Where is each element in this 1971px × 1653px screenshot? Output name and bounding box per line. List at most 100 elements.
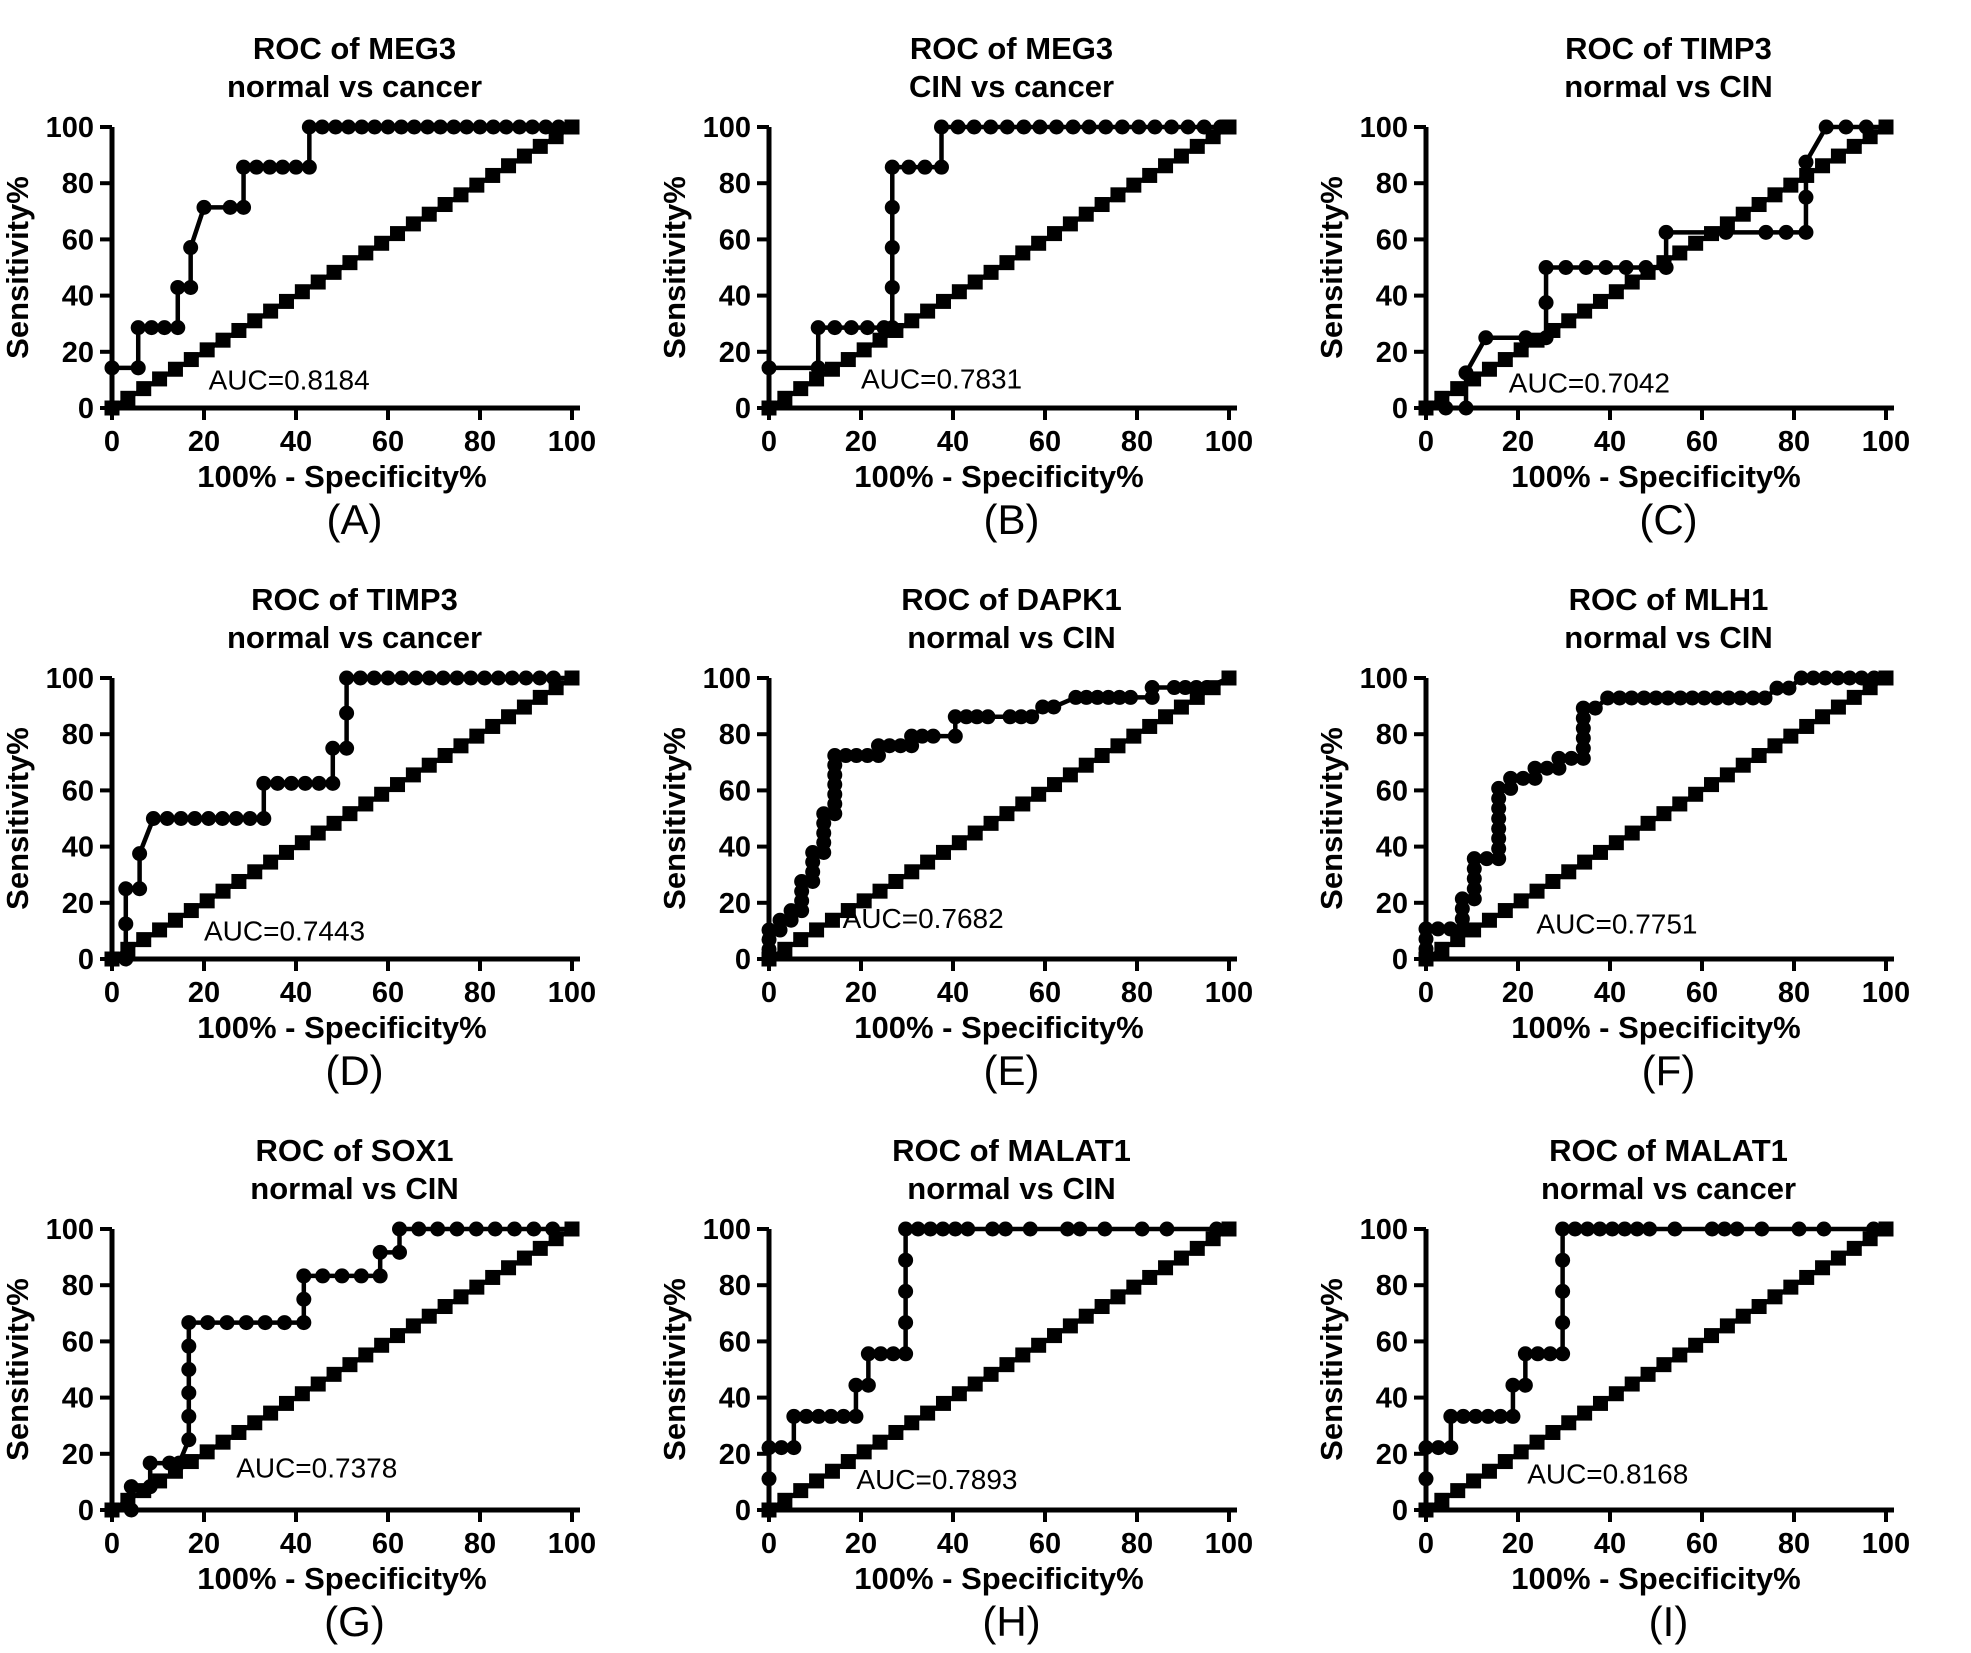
reference-point-marker [793,932,809,948]
roc-point-marker [904,728,920,744]
chart-title: ROC of MEG3 CIN vs cancer [857,0,1114,115]
roc-point-marker [214,811,230,826]
chart-title-line1: ROC of MALAT1 [1549,1133,1788,1168]
roc-point-marker [1454,891,1470,907]
reference-point-marker [310,825,326,841]
roc-point-marker [1418,400,1434,416]
roc-panel-c: ROC of TIMP3 normal vs CIN 0 20 40 60 80 100 0… [1314,0,1971,551]
roc-point-marker [1842,670,1858,686]
reference-point-marker [421,206,437,222]
roc-point-marker [1555,1283,1571,1299]
roc-point-marker [1035,699,1051,715]
roc-point-marker [884,279,900,295]
roc-point-marker [1517,1377,1533,1393]
roc-point-marker [838,748,854,764]
reference-point-marker [1189,138,1205,154]
roc-point-marker [270,775,286,791]
roc-point-marker [277,1315,292,1331]
x-tick-label: 60 [372,1528,404,1560]
reference-point-marker [1767,187,1783,203]
reference-point-marker [1062,1318,1078,1334]
y-tick-label: 100 [703,115,751,144]
reference-point-marker [904,1415,920,1431]
roc-point-marker [1418,1440,1434,1456]
x-tick-label: 40 [280,426,312,458]
roc-point-marker [1530,1346,1546,1362]
x-axis-label: 100% - Specificity% [854,1561,1143,1596]
roc-point-marker [512,119,528,135]
roc-point-marker [1579,1221,1595,1237]
roc-point-marker [181,1315,197,1331]
roc-point-marker [1024,709,1040,725]
x-tick-label: 40 [937,426,969,458]
roc-point-marker [1617,1221,1633,1237]
roc-point-marker [171,1455,187,1471]
y-tick-label: 60 [1376,1326,1408,1358]
roc-point-marker [477,670,493,686]
reference-point-marker [1062,767,1078,783]
x-tick-label: 0 [1418,977,1434,1009]
roc-point-marker [860,1346,876,1362]
roc-point-marker [901,159,917,175]
roc-chart: 0 20 40 60 80 100 0 20 40 60 80 100 100% - Specifici… [657,663,1314,1046]
roc-point-marker [870,738,886,754]
reference-point-marker [215,332,231,348]
chart-title: ROC of TIMP3 normal vs CIN [1512,0,1772,115]
roc-point-marker [761,400,777,416]
x-tick-label: 80 [1778,977,1810,1009]
roc-point-marker [827,748,843,764]
reference-point-marker [1031,235,1047,251]
roc-point-marker [1745,690,1761,706]
roc-point-marker [1709,690,1725,706]
y-tick-label: 40 [1376,832,1408,864]
reference-point-marker [1513,342,1529,358]
roc-point-marker [1458,400,1474,416]
roc-point-marker [256,811,272,826]
reference-point-marker [1640,1366,1656,1382]
reference-point-marker [1158,158,1174,174]
roc-point-marker [1754,1221,1770,1237]
y-tick-label: 40 [719,832,751,864]
y-tick-label: 100 [46,666,94,695]
roc-point-marker [873,1346,889,1362]
reference-point-marker [1561,1415,1577,1431]
roc-point-marker [564,119,580,135]
roc-point-marker [1505,1377,1521,1393]
roc-point-marker [1578,260,1594,275]
reference-point-marker [183,1454,199,1470]
reference-point-marker [1481,361,1497,377]
reference-point-marker [501,1260,517,1276]
roc-point-marker [1684,690,1700,706]
reference-point-marker [1126,1279,1142,1295]
reference-point-marker [935,293,951,309]
panel-label: (B) [983,496,1040,543]
roc-point-marker [811,1408,827,1424]
x-tick-label: 40 [937,977,969,1009]
roc-point-marker [1781,680,1797,696]
y-tick-label: 80 [62,719,94,751]
x-tick-label: 100 [1862,426,1910,458]
roc-point-marker [1131,119,1147,135]
reference-point-marker [1846,689,1862,705]
roc-point-marker [236,159,252,175]
y-tick-label: 40 [1376,281,1408,313]
roc-point-marker [1629,1221,1645,1237]
roc-point-marker [449,1221,465,1237]
y-tick-label: 40 [62,1383,94,1415]
reference-point-marker [951,835,967,851]
roc-point-marker [1418,1471,1434,1487]
roc-point-marker [783,903,799,919]
roc-point-marker [969,709,985,725]
reference-point-marker [390,226,406,242]
roc-point-marker [104,360,120,376]
auc-label: AUC=0.7893 [856,1464,1017,1495]
roc-point-marker [1081,119,1097,135]
y-tick-label: 60 [62,1326,94,1358]
reference-point-marker [1434,1492,1450,1508]
panel-label: (H) [982,1598,1041,1645]
roc-point-marker [794,873,810,889]
roc-panel-i: ROC of MALAT1 normal vs cancer 0 20 40 60 80… [1314,1102,1971,1653]
reference-point-marker [247,1415,263,1431]
reference-point-marker [1173,148,1189,164]
roc-point-marker [997,1221,1013,1237]
